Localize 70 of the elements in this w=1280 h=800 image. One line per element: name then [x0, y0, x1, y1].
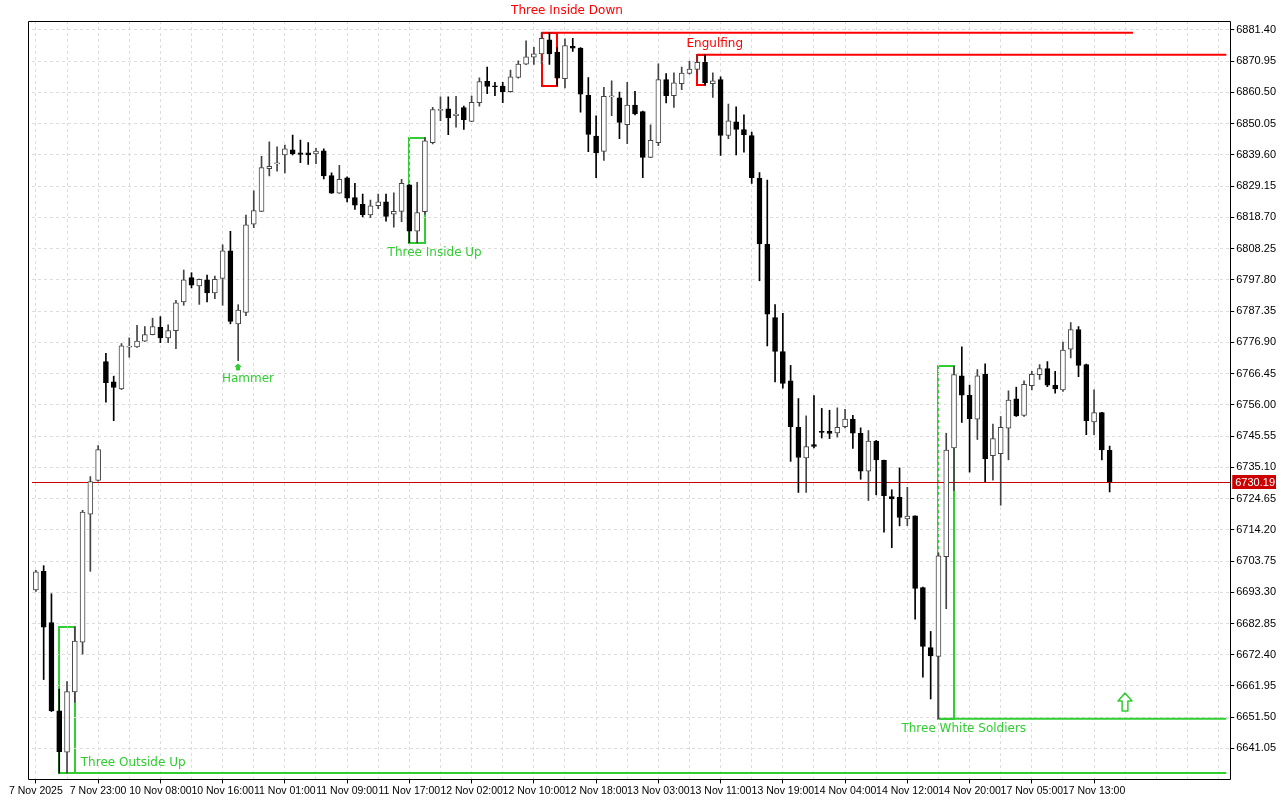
- annotation: Three White Soldiers: [900, 720, 1027, 735]
- x-tick-label: 17 Nov 05:00: [1000, 783, 1064, 796]
- y-tick-label: 6693.30: [1236, 585, 1276, 598]
- candlestick: [274, 146, 280, 172]
- x-tick-label: 13 Nov 11:00: [689, 783, 752, 796]
- x-tick-label: 17 Nov 13:00: [1062, 783, 1126, 796]
- x-tick-label: 11 Nov 09:00: [316, 783, 379, 796]
- y-tick-label: 6839.60: [1236, 147, 1276, 160]
- candlestick: [569, 38, 576, 52]
- candlestick: [492, 81, 498, 97]
- candlestick: [445, 96, 452, 135]
- candlestick: [888, 489, 895, 549]
- y-tick-label: 6661.95: [1236, 679, 1276, 692]
- y-tick-label: 6641.05: [1236, 741, 1276, 754]
- y-tick-label: 6881.40: [1236, 23, 1276, 35]
- y-tick-label: 6808.25: [1236, 241, 1276, 254]
- x-tick-label: 12 Nov 10:00: [502, 783, 566, 796]
- x-tick-label: 14 Nov 12:00: [876, 783, 939, 796]
- x-tick-label: 11 Nov 17:00: [378, 783, 441, 796]
- x-tick-label: 14 Nov 20:00: [938, 783, 1001, 796]
- x-tick-label: 14 Nov 04:00: [813, 783, 877, 796]
- y-tick-label: 6735.10: [1236, 460, 1276, 473]
- text: Three Inside Down: [510, 3, 623, 18]
- annotation: Three Outside Up: [79, 755, 186, 770]
- x-tick-label: 10 Nov 08:00: [129, 783, 192, 796]
- y-tick-label: 6651.50: [1236, 710, 1276, 723]
- y-tick-label: 6724.65: [1236, 491, 1276, 504]
- y-tick-label: 6818.70: [1236, 210, 1276, 223]
- y-tick-label: 6745.55: [1236, 429, 1276, 442]
- candlestick: [235, 304, 242, 361]
- ref-line-label: 6730.19: [1235, 475, 1275, 488]
- candlestick: [1091, 389, 1097, 436]
- x-tick-label: 11 Nov 01:00: [254, 783, 316, 796]
- candlestick: [484, 66, 491, 94]
- x-tick-label: 13 Nov 19:00: [751, 783, 815, 796]
- candlestick: [803, 415, 810, 493]
- y-tick-label: 6714.20: [1236, 522, 1276, 535]
- candlestick: [834, 407, 841, 438]
- candlestick: [927, 631, 934, 700]
- annotation: Hammer: [221, 370, 275, 385]
- y-tick-label: 6776.90: [1236, 335, 1276, 348]
- candlestick: [709, 72, 716, 98]
- x-tick-label: 10 Nov 16:00: [191, 783, 255, 796]
- candlestick: [126, 337, 133, 358]
- y-tick-label: 6860.50: [1236, 85, 1276, 98]
- x-tick-label: 7 Nov 23:00: [69, 783, 127, 796]
- candlestick: [811, 395, 817, 449]
- y-tick-label: 6870.95: [1236, 54, 1276, 67]
- y-tick-label: 6850.05: [1236, 116, 1276, 129]
- x-tick-label: 12 Nov 02:00: [440, 783, 503, 796]
- x-tick-label: 12 Nov 18:00: [564, 783, 628, 796]
- y-tick-label: 6797.80: [1236, 272, 1276, 285]
- y-tick-label: 6766.45: [1236, 366, 1276, 379]
- candlestick: [1052, 371, 1058, 394]
- y-tick-label: 6672.40: [1236, 647, 1276, 660]
- y-tick-label: 6703.75: [1236, 554, 1276, 567]
- annotation: Three Inside Up: [386, 244, 482, 259]
- candlestick: [282, 144, 288, 174]
- y-tick-label: 6756.00: [1236, 397, 1276, 410]
- candlestick: [733, 106, 739, 156]
- candlestick: [110, 375, 117, 422]
- y-tick-label: 6829.15: [1236, 179, 1276, 192]
- x-tick-label: 13 Nov 03:00: [627, 783, 690, 796]
- x-tick-label: 7 Nov 2025: [9, 783, 63, 796]
- candlestick: [741, 114, 747, 153]
- annotation: Engulfing: [686, 35, 744, 50]
- y-tick-label: 6682.85: [1236, 616, 1276, 629]
- candlestick: [266, 141, 273, 177]
- candlestick: [531, 46, 537, 65]
- y-tick-label: 6787.35: [1236, 304, 1276, 317]
